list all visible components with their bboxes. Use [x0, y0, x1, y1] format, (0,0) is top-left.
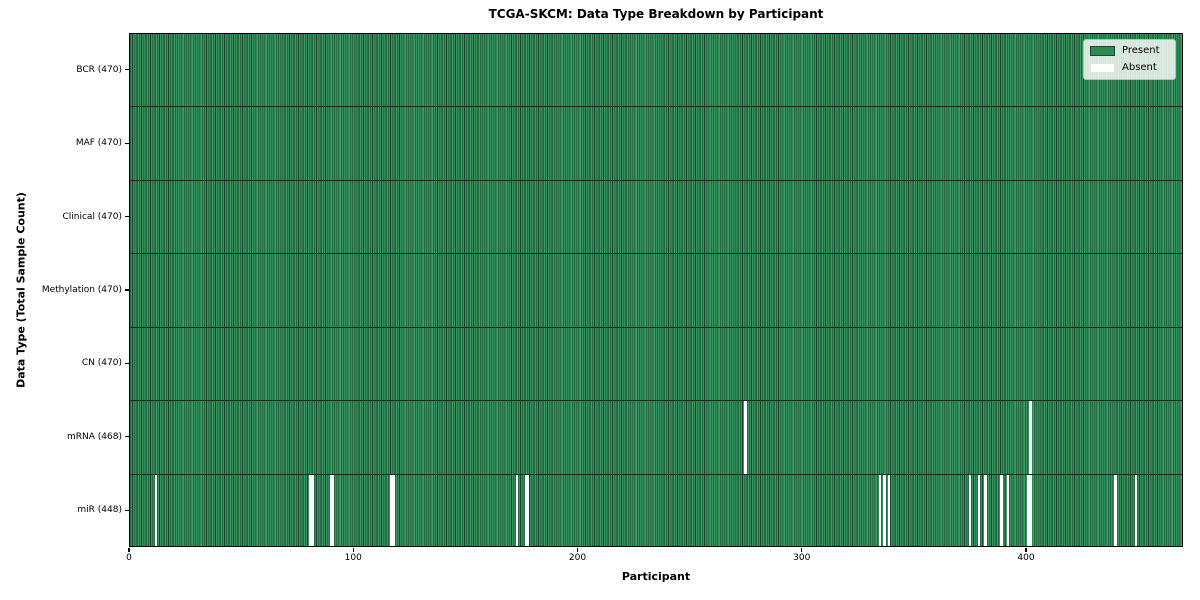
- y-tick-label-bcr: BCR (470): [76, 64, 122, 75]
- absent-gap-mrna-401: [1029, 401, 1032, 474]
- absent-gap-mir-336: [883, 474, 886, 546]
- absent-gap-mir-90: [331, 474, 335, 546]
- absent-gap-mir-177: [526, 474, 530, 546]
- row-methylation: [130, 254, 1182, 328]
- y-tick-mark: [124, 436, 129, 438]
- absent-gap-mir-116: [390, 474, 393, 546]
- y-tick-label-cn: CN (470): [81, 358, 122, 369]
- legend-label-present: Present: [1122, 45, 1160, 56]
- x-tick-mark: [801, 548, 803, 552]
- absent-gap-mir-439: [1114, 474, 1117, 546]
- absent-gap-mir-172: [515, 474, 519, 546]
- legend-item-absent: Absent: [1090, 62, 1168, 74]
- absent-gap-mir-400: [1027, 474, 1030, 546]
- x-tick-label-0: 0: [126, 553, 132, 563]
- x-tick-mark: [576, 548, 579, 552]
- row-mrna: [130, 401, 1182, 475]
- absent-gap-mir-391: [1006, 474, 1010, 546]
- x-axis-label: Participant: [621, 570, 691, 583]
- y-tick-label-clinical: Clinical (470): [62, 211, 122, 222]
- y-tick-label-mir: miR (448): [77, 505, 122, 516]
- absent-gap-mir-448: [1134, 474, 1138, 546]
- absent-gap-mir-381: [984, 474, 987, 546]
- x-tick-label-100: 100: [344, 553, 362, 563]
- absent-gap-mir-89: [329, 474, 333, 546]
- y-tick-label-maf: MAF (470): [75, 138, 122, 149]
- absent-gap-mir-11: [154, 474, 158, 546]
- legend-item-present: Present: [1090, 45, 1168, 57]
- y-tick-label-mrna: mRNA (468): [67, 431, 122, 442]
- absent-gap-mir-117: [392, 474, 395, 546]
- x-tick-mark: [128, 548, 130, 552]
- plot-area: [129, 33, 1183, 547]
- legend-label-absent: Absent: [1122, 62, 1157, 73]
- x-tick-mark: [1025, 548, 1027, 552]
- y-tick-mark: [124, 509, 129, 511]
- absent-gap-mir-81: [311, 474, 315, 546]
- absent-gap-mir-378: [977, 474, 981, 546]
- absent-gap-mir-334: [879, 474, 882, 546]
- absent-gap-mir-374: [968, 474, 972, 546]
- absent-gap-mir-401: [1029, 474, 1032, 546]
- absent-gap-mir-388: [1000, 474, 1003, 546]
- absent-gap-mir-176: [524, 474, 528, 546]
- absent-gap-mrna-274: [744, 401, 747, 474]
- x-tick-label-200: 200: [568, 553, 587, 563]
- row-mir: [130, 474, 1182, 546]
- row-maf: [130, 107, 1182, 181]
- row-clinical: [130, 180, 1182, 255]
- y-tick-mark: [124, 69, 129, 71]
- x-tick-label-300: 300: [793, 553, 811, 563]
- y-tick-label-methylation: Methylation (470): [41, 285, 122, 295]
- y-tick-mark: [124, 142, 129, 144]
- x-tick-label-400: 400: [1017, 553, 1035, 563]
- legend: Present Absent: [1083, 39, 1176, 80]
- y-tick-mark: [124, 289, 129, 291]
- legend-swatch-absent: [1090, 63, 1115, 73]
- absent-gap-mir-80: [309, 474, 312, 546]
- y-tick-mark: [124, 362, 129, 365]
- row-bcr: [130, 34, 1182, 108]
- absent-gap-mir-338: [887, 474, 891, 546]
- y-tick-mark: [124, 215, 129, 218]
- x-tick-mark: [352, 548, 354, 552]
- row-cn: [130, 327, 1182, 402]
- legend-swatch-present: [1090, 46, 1115, 56]
- chart-title: TCGA-SKCM: Data Type Breakdown by Partic…: [488, 7, 824, 21]
